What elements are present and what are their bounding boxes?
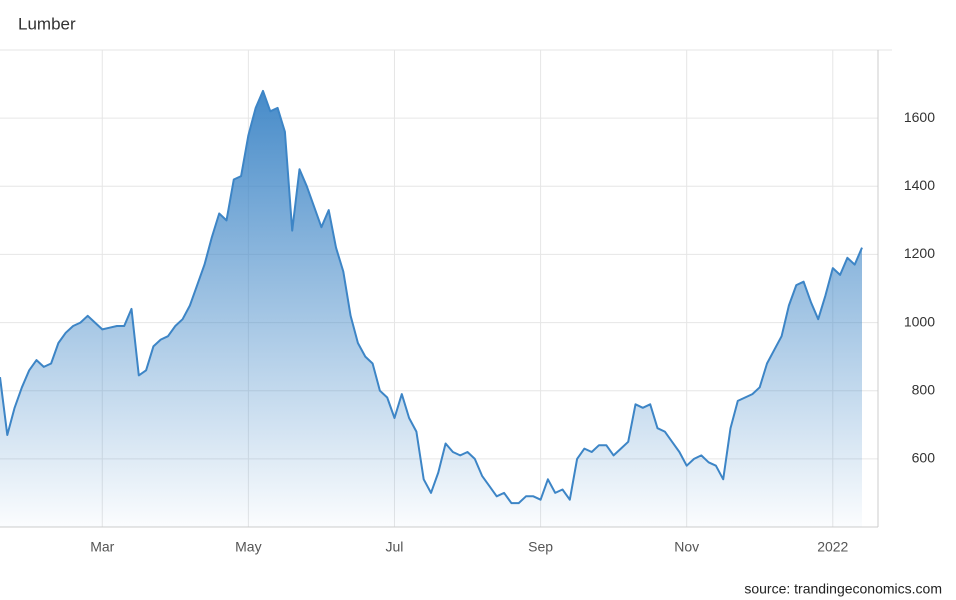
- y-tick-label: 800: [912, 381, 936, 397]
- y-tick-label: 600: [912, 450, 936, 466]
- chart-title: Lumber: [18, 14, 76, 33]
- x-tick-label: 2022: [817, 539, 848, 555]
- x-tick-label: Jul: [386, 539, 404, 555]
- x-tick-label: Sep: [528, 539, 553, 555]
- area-fill: [0, 90, 862, 528]
- x-tick-label: May: [235, 539, 261, 555]
- y-tick-label: 1200: [904, 245, 935, 261]
- x-tick-label: Mar: [90, 539, 114, 555]
- source-note: source: trandingeconomics.com: [744, 581, 942, 597]
- y-tick-label: 1000: [904, 313, 935, 329]
- line: [0, 89, 863, 505]
- x-tick-label: Nov: [674, 539, 699, 555]
- y-tick-label: 1600: [904, 109, 935, 125]
- y-tick-label: 1400: [904, 177, 935, 193]
